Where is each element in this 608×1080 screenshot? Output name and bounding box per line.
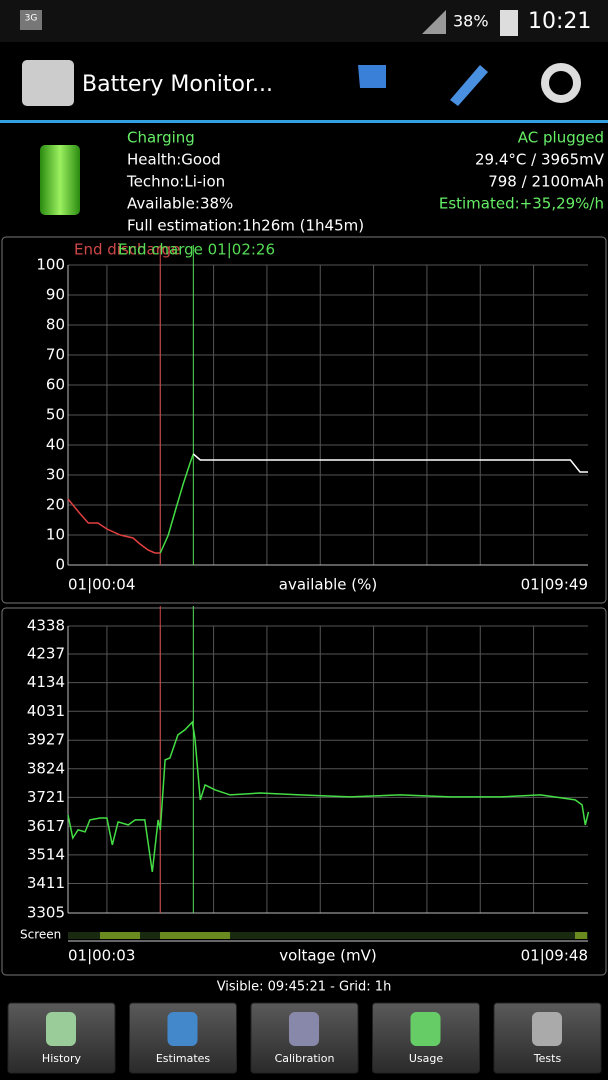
battery-icon (500, 10, 518, 36)
y-tick-label: 60 (46, 376, 65, 394)
x-axis-label: available (%) (279, 576, 377, 594)
app-icon[interactable] (22, 60, 74, 106)
y-tick-label: 4338 (27, 617, 65, 635)
header-divider (0, 120, 608, 123)
event-label: End discharge (74, 241, 180, 259)
info-left: Health:Good (127, 151, 221, 169)
series-line (67, 498, 161, 554)
chart-frame (1, 607, 607, 976)
info-right: 798 / 2100mAh (488, 173, 604, 191)
x-start-label: 01|00:04 (68, 576, 135, 594)
y-tick-label: 20 (46, 496, 65, 514)
tab-label: Usage (409, 1052, 444, 1065)
clock: 10:21 (528, 9, 591, 34)
tab-label: Calibration (275, 1052, 335, 1065)
screen-on (575, 932, 587, 939)
edit-button[interactable] (450, 65, 488, 106)
battery-text: 38% (453, 12, 489, 31)
screen-on (100, 932, 140, 939)
y-tick-label: 3824 (27, 759, 65, 777)
chart-frame (1, 236, 607, 604)
y-tick-label: 4031 (27, 702, 65, 720)
y-tick-label: 70 (46, 346, 65, 364)
tab-icon (289, 1012, 319, 1046)
series-line (192, 453, 588, 473)
tab-icon (46, 1012, 76, 1046)
y-tick-label: 3617 (27, 817, 65, 835)
info-left: Full estimation:1h26m (1h45m) (127, 217, 364, 235)
y-tick-label: 10 (46, 526, 65, 544)
tab-icon (410, 1012, 441, 1046)
tab-icon (532, 1012, 562, 1046)
signal-icon (422, 10, 446, 34)
y-tick-label: 3305 (27, 904, 65, 922)
network-text: 3G (25, 14, 38, 24)
tab-icon (167, 1012, 198, 1046)
y-tick-label: 3927 (27, 731, 65, 749)
battery-graphic (40, 145, 80, 215)
info-left: Techno:Li-ion (126, 173, 225, 191)
y-tick-label: 3411 (27, 874, 65, 892)
x-start-label: 01|00:03 (68, 947, 135, 965)
y-tick-label: 90 (46, 286, 65, 304)
x-axis-label: voltage (mV) (279, 947, 376, 965)
y-tick-label: 0 (55, 556, 65, 574)
info-left: Charging (127, 129, 195, 147)
tab-label: History (42, 1052, 82, 1065)
y-tick-label: 100 (36, 256, 65, 274)
y-tick-label: 80 (46, 316, 65, 334)
screen-label: Screen (20, 928, 61, 942)
info-right: AC plugged (518, 129, 604, 147)
tab-label: Estimates (156, 1052, 211, 1065)
y-tick-label: 4237 (27, 645, 65, 663)
info-right: Estimated:+35,29%/h (439, 195, 604, 213)
tab-label: Tests (533, 1052, 562, 1065)
y-tick-label: 3514 (27, 845, 65, 863)
y-tick-label: 3721 (27, 788, 65, 806)
flag-button[interactable] (358, 65, 386, 88)
settings-button[interactable] (541, 63, 581, 103)
footer: Visible: 09:45:21 - Grid: 1h (217, 980, 392, 995)
series-line (67, 720, 590, 873)
screen-on (160, 932, 230, 939)
event-label: End charge 01|02:26 (118, 241, 275, 259)
app-title: Battery Monitor... (82, 72, 273, 97)
y-tick-label: 50 (46, 406, 65, 424)
info-left: Available:38% (127, 195, 233, 213)
y-tick-label: 40 (46, 436, 65, 454)
series-line (159, 453, 195, 554)
screen-strip (68, 932, 588, 939)
x-end-label: 01|09:48 (521, 947, 588, 965)
network-icon (20, 10, 42, 30)
info-right: 29.4°C / 3965mV (475, 151, 605, 169)
y-tick-label: 4134 (27, 673, 65, 691)
x-end-label: 01|09:49 (521, 576, 588, 594)
y-tick-label: 30 (46, 466, 65, 484)
